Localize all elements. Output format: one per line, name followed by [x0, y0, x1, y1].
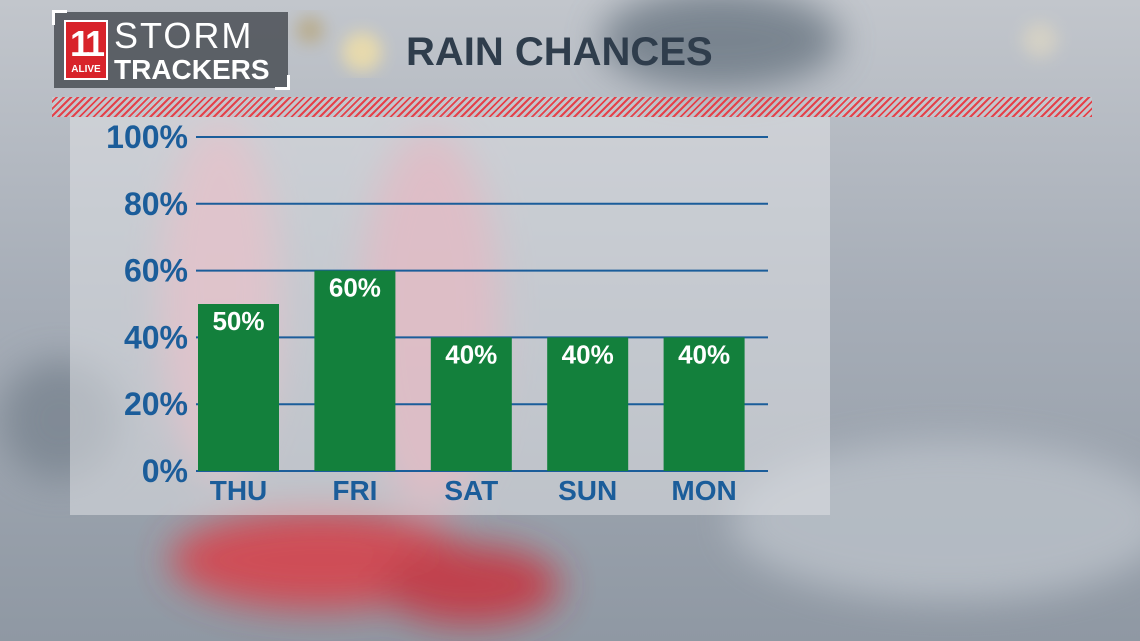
y-tick-label: 80%	[124, 186, 188, 222]
x-category-label: FRI	[332, 475, 377, 506]
red-hatch-divider	[52, 97, 1092, 117]
logo-corner-bottom-right	[275, 75, 290, 90]
bar-value-label: 40%	[678, 339, 730, 369]
bar	[314, 270, 396, 471]
x-category-label: MON	[671, 475, 736, 506]
chart-title: RAIN CHANCES	[406, 30, 713, 74]
bar	[663, 337, 745, 471]
bar	[547, 337, 629, 471]
brand-line-storm: STORM	[114, 15, 254, 56]
station-word: ALIVE	[71, 64, 101, 75]
bar-value-label: 50%	[212, 306, 264, 336]
x-category-label: SAT	[444, 475, 498, 506]
x-category-label: THU	[210, 475, 268, 506]
y-tick-label: 100%	[106, 119, 188, 155]
y-tick-label: 0%	[142, 453, 188, 489]
y-tick-label: 40%	[124, 319, 188, 355]
bar	[430, 337, 512, 471]
logo-corner-top-left	[52, 10, 67, 25]
bar-value-label: 60%	[329, 273, 381, 303]
x-category-label: SUN	[558, 475, 617, 506]
station-badge: 11 ALIVE	[64, 20, 108, 80]
y-tick-label: 60%	[124, 253, 188, 289]
brand-line-trackers: TRACKERS	[114, 54, 270, 85]
station-number: 11	[69, 23, 105, 64]
y-tick-label: 20%	[124, 386, 188, 422]
storm-trackers-logo: 11 ALIVE STORM TRACKERS	[52, 10, 290, 90]
bar	[198, 304, 279, 471]
bar-value-label: 40%	[445, 339, 497, 369]
bar-value-label: 40%	[562, 339, 614, 369]
